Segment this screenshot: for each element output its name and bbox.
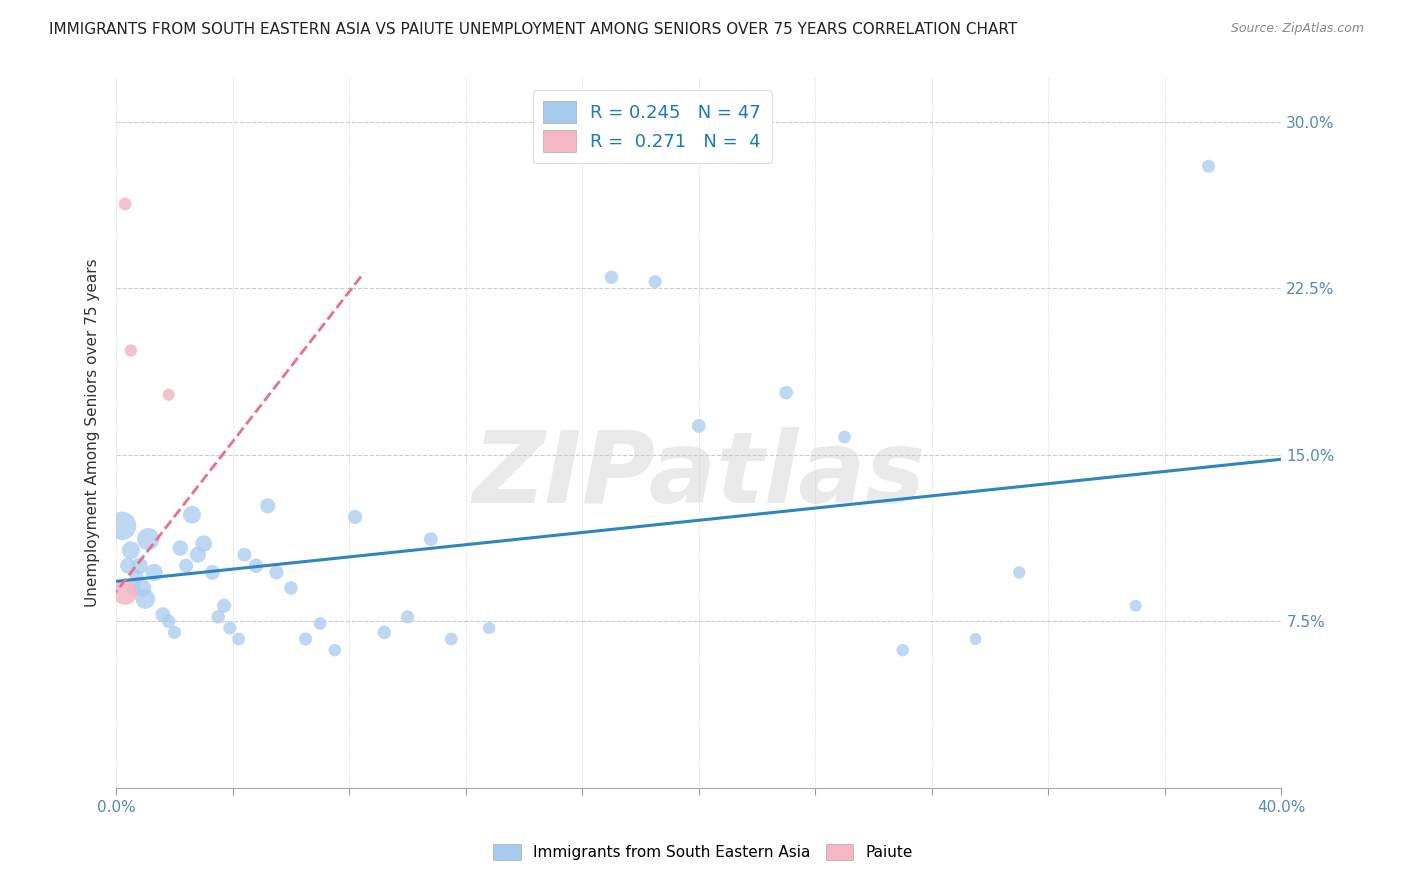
Point: [688, 419, 710, 434]
Point: [775, 385, 797, 400]
Point: [309, 616, 332, 631]
Point: [152, 607, 174, 622]
Point: [125, 570, 148, 584]
Point: [114, 197, 136, 211]
Point: [965, 632, 987, 646]
Point: [396, 610, 419, 624]
Point: [120, 543, 142, 558]
Point: [1008, 566, 1031, 580]
Point: [136, 532, 159, 546]
Point: [157, 388, 180, 402]
Point: [294, 632, 316, 646]
Point: [245, 558, 267, 573]
Point: [256, 499, 278, 513]
Point: [891, 643, 914, 657]
Point: [600, 270, 623, 285]
Y-axis label: Unemployment Among Seniors over 75 years: Unemployment Among Seniors over 75 years: [86, 259, 100, 607]
Point: [122, 581, 145, 595]
Point: [174, 558, 197, 573]
Point: [143, 566, 166, 580]
Point: [323, 643, 346, 657]
Point: [111, 518, 134, 533]
Point: [834, 430, 856, 444]
Point: [419, 532, 441, 546]
Point: [128, 558, 150, 573]
Point: [157, 614, 180, 628]
Point: [233, 548, 256, 562]
Text: IMMIGRANTS FROM SOUTH EASTERN ASIA VS PAIUTE UNEMPLOYMENT AMONG SENIORS OVER 75 : IMMIGRANTS FROM SOUTH EASTERN ASIA VS PA…: [49, 22, 1018, 37]
Point: [169, 541, 191, 555]
Point: [344, 510, 367, 524]
Legend: Immigrants from South Eastern Asia, Paiute: Immigrants from South Eastern Asia, Paiu…: [486, 838, 920, 866]
Point: [266, 566, 288, 580]
Point: [187, 548, 209, 562]
Point: [280, 581, 302, 595]
Legend: R = 0.245   N = 47, R =  0.271   N =  4: R = 0.245 N = 47, R = 0.271 N = 4: [533, 90, 772, 163]
Point: [201, 566, 224, 580]
Point: [163, 625, 186, 640]
Point: [207, 610, 229, 624]
Point: [131, 581, 153, 595]
Point: [373, 625, 395, 640]
Point: [644, 275, 666, 289]
Point: [440, 632, 463, 646]
Point: [1198, 159, 1220, 173]
Point: [120, 343, 142, 358]
Point: [228, 632, 250, 646]
Point: [1125, 599, 1147, 613]
Point: [193, 536, 215, 550]
Text: ZIPatlas: ZIPatlas: [472, 426, 925, 524]
Point: [478, 621, 501, 635]
Point: [181, 508, 204, 522]
Point: [218, 621, 240, 635]
Point: [117, 558, 139, 573]
Point: [212, 599, 235, 613]
Point: [134, 592, 156, 607]
Point: [114, 585, 136, 599]
Text: Source: ZipAtlas.com: Source: ZipAtlas.com: [1230, 22, 1364, 36]
